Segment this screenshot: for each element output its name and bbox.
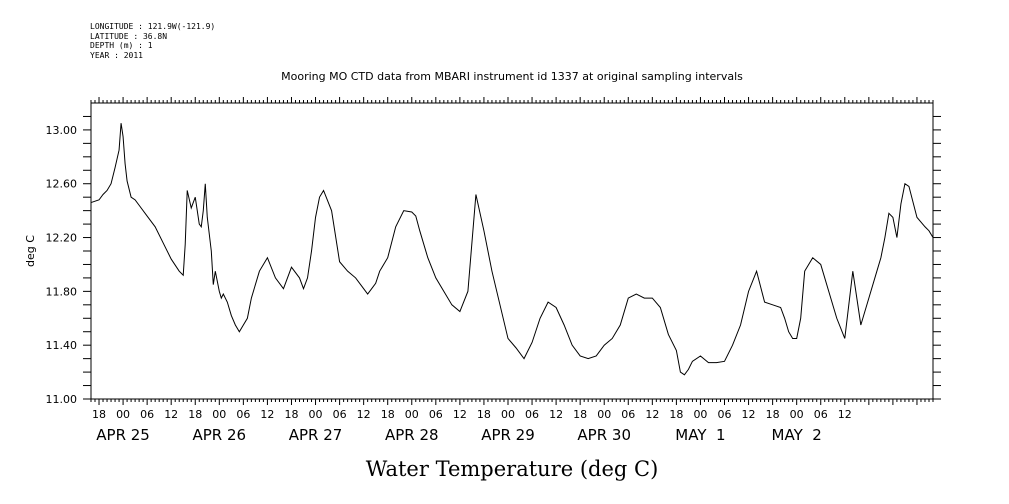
- year-text: YEAR : 2011: [90, 50, 143, 60]
- y-tick-labels: 11.00 11.40 11.80 12.20 12.60 13.00: [46, 124, 78, 406]
- water-temperature-line: [90, 123, 934, 376]
- y-tick-label: 12.20: [46, 232, 78, 245]
- x-tick-label: 12: [260, 408, 274, 421]
- ticks-layer: [83, 97, 941, 405]
- x-tick-label: 18: [381, 408, 395, 421]
- x-tick-label: 18: [477, 408, 491, 421]
- x-tick-label: 12: [357, 408, 371, 421]
- x-tick-label: 00: [790, 408, 804, 421]
- date-labels: APR 25 APR 26 APR 27 APR 28 APR 29 APR 30 MAY …: [96, 426, 822, 444]
- x-tick-label: 00: [501, 408, 515, 421]
- date-label: MAY 1: [675, 426, 725, 444]
- x-tick-label: 18: [766, 408, 780, 421]
- longitude-text: LONGITUDE : 121.9W(-121.9): [90, 22, 216, 31]
- x-tick-label: 00: [405, 408, 419, 421]
- x-tick-label: 12: [645, 408, 659, 421]
- x-tick-label: 00: [309, 408, 323, 421]
- y-tick-label: 11.00: [46, 393, 78, 406]
- x-tick-label: 06: [140, 408, 154, 421]
- x-tick-label: 06: [814, 408, 828, 421]
- plot-frame: [90, 102, 934, 400]
- x-tick-label: 00: [693, 408, 707, 421]
- x-tick-label: 00: [212, 408, 226, 421]
- x-tick-label: 06: [429, 408, 443, 421]
- x-tick-label: 06: [236, 408, 250, 421]
- date-label: APR 29: [481, 426, 535, 444]
- y-tick-label: 11.80: [46, 285, 78, 298]
- x-tick-label: 00: [597, 408, 611, 421]
- depth-text: DEPTH (m) : 1: [90, 41, 153, 50]
- x-tick-label: 18: [284, 408, 298, 421]
- x-tick-label: 12: [453, 408, 467, 421]
- date-label: APR 26: [193, 426, 247, 444]
- x-tick-label: 18: [188, 408, 202, 421]
- date-label: APR 25: [96, 426, 150, 444]
- y-tick-label: 11.40: [46, 339, 78, 352]
- x-tick-label: 18: [669, 408, 683, 421]
- date-label: MAY 2: [772, 426, 822, 444]
- y-tick-label: 13.00: [46, 124, 78, 137]
- date-label: APR 30: [577, 426, 631, 444]
- x-tick-label: 18: [573, 408, 587, 421]
- x-tick-label: 18: [92, 408, 106, 421]
- x-tick-label: 06: [333, 408, 347, 421]
- x-tick-labels: 18 00 06 12 18 00 06 12 18 00 06 12 18 00 06 12 18 00 06 12…: [92, 408, 852, 421]
- y-tick-label: 12.60: [46, 178, 78, 191]
- date-label: APR 28: [385, 426, 439, 444]
- date-label: APR 27: [289, 426, 343, 444]
- x-tick-label: 06: [621, 408, 635, 421]
- x-axis-label: Water Temperature (deg C): [366, 457, 659, 481]
- x-tick-label: 06: [525, 408, 539, 421]
- x-tick-label: 06: [718, 408, 732, 421]
- y-axis-label: deg C: [24, 235, 37, 267]
- metadata-block: LONGITUDE : 121.9W(-121.9) LATITUDE : 36…: [90, 22, 215, 60]
- x-tick-label: 12: [549, 408, 563, 421]
- chart-title: Mooring MO CTD data from MBARI instrumen…: [281, 70, 743, 83]
- x-tick-label: 12: [742, 408, 756, 421]
- x-tick-label: 12: [838, 408, 852, 421]
- x-tick-label: 00: [116, 408, 130, 421]
- x-tick-label: 12: [164, 408, 178, 421]
- latitude-text: LATITUDE : 36.8N: [90, 31, 168, 41]
